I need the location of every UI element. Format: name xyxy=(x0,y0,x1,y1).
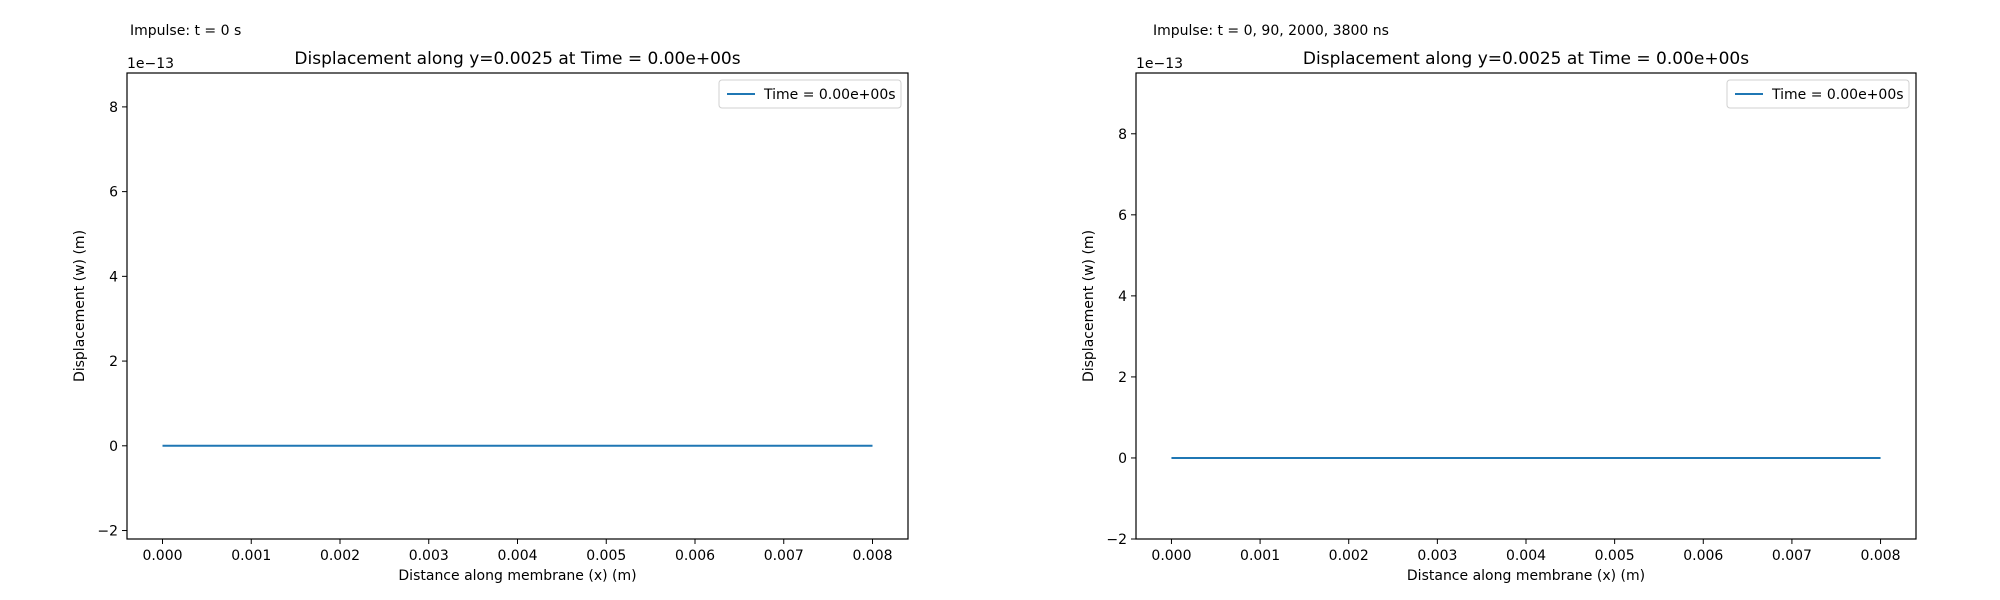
x-tick-label: 0.007 xyxy=(764,548,804,564)
y-tick-label: 4 xyxy=(1118,289,1127,305)
chart-title: Displacement along y=0.0025 at Time = 0.… xyxy=(1303,49,1749,69)
y-tick-label: 2 xyxy=(109,354,118,370)
x-tick-label: 0.000 xyxy=(142,548,182,564)
panel-caption: Impulse: t = 0 s xyxy=(130,23,241,39)
y-tick-label: 6 xyxy=(1118,208,1127,224)
x-tick-label: 0.003 xyxy=(1417,548,1457,564)
y-tick-label: −2 xyxy=(97,524,118,540)
legend-box xyxy=(718,79,902,109)
x-tick-label: 0.008 xyxy=(1860,548,1900,564)
legend-label: Time = 0.00e+00s xyxy=(1771,87,1904,103)
y-tick-label: 8 xyxy=(109,100,118,116)
x-tick-label: 0.007 xyxy=(1772,548,1812,564)
x-axis-label: Distance along membrane (x) (m) xyxy=(398,568,636,584)
y-axis-label: Displacement (w) (m) xyxy=(1081,230,1097,382)
x-tick-label: 0.006 xyxy=(675,548,715,564)
y-offset-text: 1e−13 xyxy=(1136,56,1183,72)
chart-title: Displacement along y=0.0025 at Time = 0.… xyxy=(294,49,740,69)
x-tick-label: 0.006 xyxy=(1683,548,1723,564)
y-tick-label: −2 xyxy=(1106,532,1127,548)
y-tick-label: 8 xyxy=(1118,127,1127,143)
panel-caption: Impulse: t = 0, 90, 2000, 3800 ns xyxy=(1153,23,1389,39)
legend: Time = 0.00e+00s xyxy=(1726,79,1910,109)
y-tick-label: 2 xyxy=(1118,370,1127,386)
y-offset-text: 1e−13 xyxy=(127,56,174,72)
y-tick-label: 6 xyxy=(109,185,118,201)
chart-panel-2: Impulse: t = 0, 90, 2000, 3800 ns Displac… xyxy=(1081,23,1917,584)
x-axis-label: Distance along membrane (x) (m) xyxy=(1407,568,1645,584)
legend-label: Time = 0.00e+00s xyxy=(763,87,896,103)
x-tick-label: 0.000 xyxy=(1151,548,1191,564)
legend: Time = 0.00e+00s xyxy=(718,79,902,109)
x-tick-label: 0.008 xyxy=(852,548,892,564)
x-tick-label: 0.005 xyxy=(1595,548,1635,564)
x-tick-label: 0.004 xyxy=(1506,548,1546,564)
y-axis-label: Displacement (w) (m) xyxy=(72,230,88,382)
x-tick-label: 0.001 xyxy=(1240,548,1280,564)
x-tick-label: 0.005 xyxy=(586,548,626,564)
x-tick-label: 0.002 xyxy=(320,548,360,564)
y-tick-label: 0 xyxy=(109,439,118,455)
x-tick-label: 0.002 xyxy=(1329,548,1369,564)
y-tick-label: 0 xyxy=(1118,451,1127,467)
x-tick-label: 0.001 xyxy=(231,548,271,564)
y-tick-label: 4 xyxy=(109,269,118,285)
x-tick-label: 0.003 xyxy=(409,548,449,564)
legend-box xyxy=(1726,79,1910,109)
x-tick-label: 0.004 xyxy=(497,548,537,564)
chart-panel-1: Impulse: t = 0 s Displacement along y=0.0… xyxy=(72,23,909,584)
